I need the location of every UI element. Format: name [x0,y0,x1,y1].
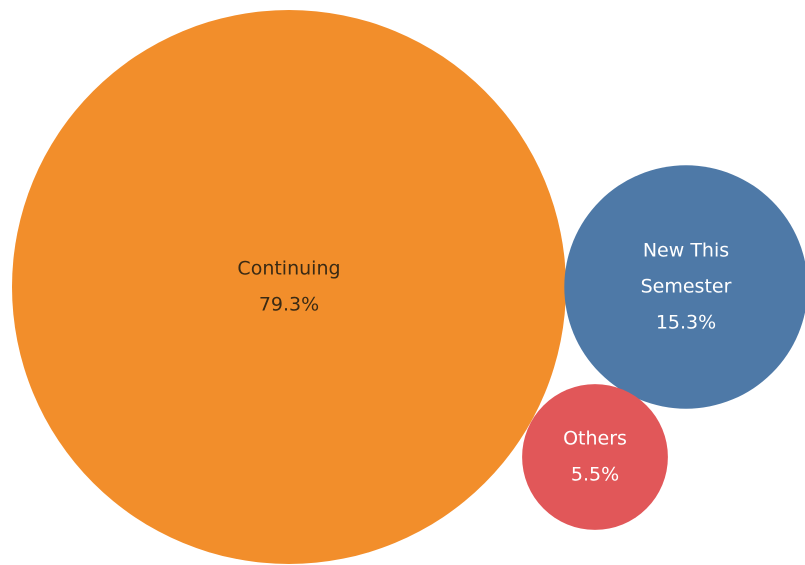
bubble-others[interactable] [522,384,668,530]
bubbles-group [12,10,805,564]
bubble-new-this-semester[interactable] [564,165,805,409]
bubble-others-value: 5.5% [571,464,619,486]
bubble-continuing[interactable] [12,10,566,564]
bubble-new-this-semester-label: New This [643,240,729,262]
bubble-new-this-semester-value: 15.3% [656,312,716,334]
bubble-continuing-label: Continuing [237,258,340,280]
bubble-others-label: Others [563,428,627,450]
labels-group: Continuing 79.3% New This Semester 15.3% Othe… [237,240,731,486]
bubble-continuing-value: 79.3% [259,294,319,316]
bubble-new-this-semester-label: Semester [641,276,732,298]
